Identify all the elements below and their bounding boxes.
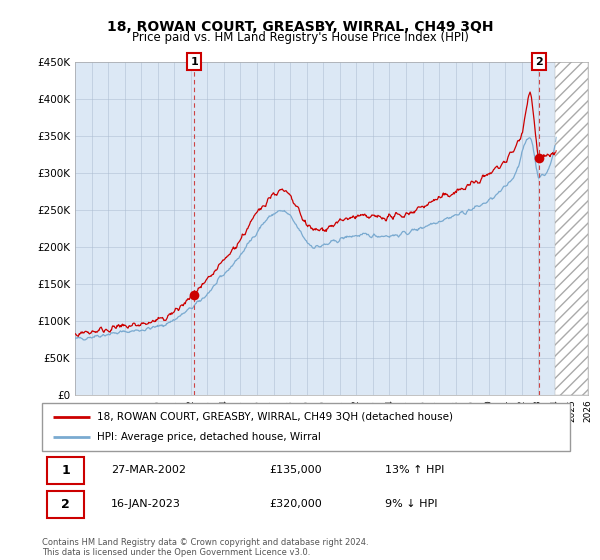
Text: 27-MAR-2002: 27-MAR-2002 [110,465,185,475]
Text: 2: 2 [535,57,543,67]
Text: HPI: Average price, detached house, Wirral: HPI: Average price, detached house, Wirr… [97,432,322,442]
Text: 18, ROWAN COURT, GREASBY, WIRRAL, CH49 3QH: 18, ROWAN COURT, GREASBY, WIRRAL, CH49 3… [107,20,493,34]
Text: 1: 1 [190,57,198,67]
Text: Contains HM Land Registry data © Crown copyright and database right 2024.
This d: Contains HM Land Registry data © Crown c… [42,538,368,557]
Text: Price paid vs. HM Land Registry's House Price Index (HPI): Price paid vs. HM Land Registry's House … [131,31,469,44]
FancyBboxPatch shape [47,456,84,484]
Text: 13% ↑ HPI: 13% ↑ HPI [385,465,445,475]
Text: 9% ↓ HPI: 9% ↓ HPI [385,500,438,509]
FancyBboxPatch shape [47,491,84,518]
Text: £320,000: £320,000 [269,500,322,509]
FancyBboxPatch shape [42,403,570,451]
Text: 18, ROWAN COURT, GREASBY, WIRRAL, CH49 3QH (detached house): 18, ROWAN COURT, GREASBY, WIRRAL, CH49 3… [97,412,454,422]
Text: 2: 2 [61,498,70,511]
Bar [555,62,588,395]
Text: 16-JAN-2023: 16-JAN-2023 [110,500,181,509]
Text: £135,000: £135,000 [269,465,322,475]
Text: 1: 1 [61,464,70,477]
